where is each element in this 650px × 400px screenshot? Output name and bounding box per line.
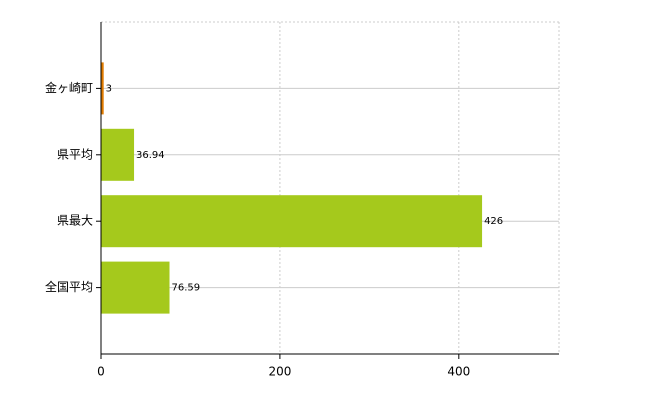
- x-tick-label: 400: [447, 365, 470, 379]
- y-tick-label: 県最大: [57, 214, 93, 228]
- bar: [101, 128, 135, 181]
- x-tick-label: 200: [268, 365, 291, 379]
- y-tick-label: 金ヶ崎町: [45, 80, 93, 95]
- bar: [101, 62, 104, 115]
- bar: [101, 195, 483, 248]
- value-label: 3: [106, 83, 112, 94]
- value-label: 426: [484, 216, 503, 227]
- bar: [101, 261, 170, 314]
- y-tick-label: 全国平均: [45, 279, 93, 294]
- value-label: 76.59: [172, 283, 201, 294]
- value-label: 36.94: [136, 150, 165, 161]
- y-tick-label: 県平均: [57, 147, 93, 161]
- x-tick-label: 0: [97, 365, 105, 379]
